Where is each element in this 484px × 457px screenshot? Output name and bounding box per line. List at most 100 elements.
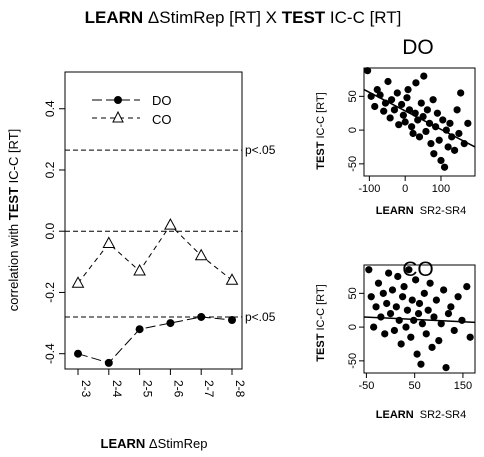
do-point-3 [373,86,381,94]
do-points [363,67,472,171]
point-do-2-3 [74,349,82,358]
point-co-2-8 [225,273,239,285]
series-line-do [77,316,233,364]
co-point-14 [394,272,402,281]
co-point-35 [428,343,436,351]
x-tick-label-3: 2-6 [171,380,185,398]
x-tick-label-0: 2-3 [79,380,93,398]
do-point-29 [423,106,431,114]
co-point-46 [458,316,466,324]
do-point-27 [420,72,428,80]
point-co-2-7 [194,248,208,261]
co-point-32 [422,330,430,338]
co-x-label: LEARN SR2-SR4 [376,409,466,421]
co-scatter-chart: CO -50 50 150 -50 0 50 TEST IC-C [RT] LEARN S… [315,258,476,421]
co-point-44 [450,326,458,335]
do-plot-frame [363,67,476,177]
x-tick-label-4: 2-7 [202,380,216,398]
do-point-33 [430,150,438,158]
do-y-tick-label-2: 50 [347,90,359,102]
co-axes: -50 50 150 -50 0 50 [347,287,472,392]
co-point-27 [414,310,423,318]
reference-lines: p<.05 p<.05 [65,143,276,324]
co-point-37 [432,296,440,304]
co-points [365,266,474,372]
do-point-5 [380,107,388,115]
co-point-33 [424,306,432,314]
do-y-label: TEST IC-C [RT] [315,92,327,169]
do-x-tick-label-1: 0 [402,183,408,195]
point-do-2-5 [135,325,144,334]
title-middle: ΔStimRep [RT] X [143,8,282,27]
co-point-11 [388,286,397,294]
y-tick-label-0: 0.4 [43,100,57,117]
do-point-49 [464,119,472,127]
do-point-15 [401,118,409,126]
do-point-47 [457,89,465,97]
co-point-4 [374,279,383,287]
main-x-label: LEARN ΔStimRep [101,436,208,451]
point-co-2-3 [71,276,85,288]
co-point-2 [370,323,378,331]
do-point-25 [417,99,425,107]
co-point-13 [392,303,400,311]
co-point-23 [408,296,416,304]
point-co-2-6 [164,218,177,230]
co-point-42 [444,310,453,318]
do-point-24 [415,133,424,141]
main-line-chart: p<.05p<.05 0.40.20.0-0.2-0.4 2-3 2-4 2-5 2-… [6,71,276,451]
legend-co-marker [112,110,124,123]
co-x-tick-label-2: 150 [454,380,472,392]
co-point-41 [442,364,450,372]
co-y-tick-label-0: -50 [347,353,359,369]
do-point-37 [437,156,445,165]
co-point-8 [383,299,391,308]
co-point-40 [440,286,448,294]
co-y-label: TEST IC-C [RT] [315,284,327,361]
do-point-38 [439,116,447,124]
main-plot-frame [64,71,243,370]
do-point-35 [433,109,442,117]
co-point-28 [415,299,424,308]
co-point-1 [367,293,375,301]
do-point-32 [429,96,437,104]
point-do-2-8 [228,316,236,325]
point-do-2-7 [197,312,206,321]
do-point-9 [387,96,396,104]
co-point-5 [377,313,385,321]
y-tick-label-2: 0.0 [43,223,57,240]
do-point-44 [450,146,459,154]
y-tick-label-1: 0.2 [43,161,57,178]
co-point-39 [437,320,445,328]
co-regression-line [363,316,476,324]
co-y-tick-label-1: 0 [347,324,359,330]
point-do-2-4 [104,358,113,367]
do-point-17 [404,86,412,94]
reference-label-0: p<.05 [245,143,276,157]
do-point-41 [444,143,452,151]
co-point-26 [413,350,421,358]
do-point-36 [435,136,443,144]
co-point-21 [405,266,413,274]
co-y-tick-label-2: 50 [347,287,359,299]
co-point-3 [372,303,380,311]
title-end: IC-C [RT] [325,8,401,27]
do-point-19 [408,123,416,131]
point-do-2-6 [166,319,175,328]
co-point-17 [399,293,407,301]
reference-label-2: p<.05 [245,310,276,324]
co-point-12 [390,326,399,335]
do-point-39 [440,163,449,171]
co-x-tick-label-0: -50 [358,380,374,392]
do-point-45 [453,106,461,114]
do-y-tick-label-0: -50 [347,156,359,172]
do-regression-line [363,88,476,148]
co-point-7 [381,330,389,338]
co-point-48 [466,333,474,341]
co-point-30 [418,320,426,328]
x-tick-label-5: 2-8 [233,380,247,398]
do-x-tick-label-2: 100 [432,183,450,195]
do-point-14 [399,111,407,119]
do-point-22 [412,79,420,87]
